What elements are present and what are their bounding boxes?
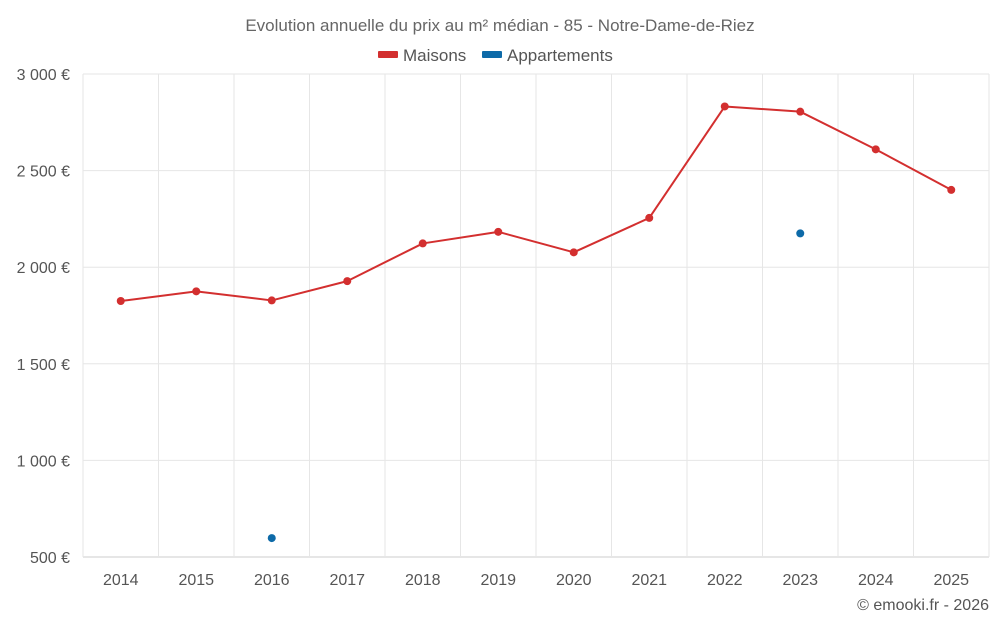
series-layer xyxy=(116,102,956,543)
y-axis-ticks: 500 € 1 000 € 1 500 € 2 000 € 2 500 € 3 000 € xyxy=(17,67,70,567)
data-point-maisons-2018[interactable] xyxy=(418,239,427,248)
data-point-maisons-2015[interactable] xyxy=(192,287,201,296)
chart-title: Evolution annuelle du prix au m² médian … xyxy=(245,16,754,35)
x-tick-label: 2016 xyxy=(254,572,290,589)
x-tick-label: 2021 xyxy=(631,572,667,589)
x-tick-label: 2015 xyxy=(178,572,214,589)
y-tick-label: 1 500 € xyxy=(17,357,70,374)
x-tick-label: 2020 xyxy=(556,572,592,589)
x-axis-ticks: 2014 2015 2016 2017 2018 2019 2020 2021 2022 2023… xyxy=(103,572,969,589)
data-point-maisons-2016[interactable] xyxy=(267,296,276,305)
x-tick-label: 2025 xyxy=(933,572,969,589)
x-tick-label: 2018 xyxy=(405,572,441,589)
data-point-maisons-2014[interactable] xyxy=(116,297,125,306)
grid xyxy=(82,73,990,558)
y-tick-label: 2 500 € xyxy=(17,164,70,181)
x-tick-label: 2023 xyxy=(782,572,818,589)
data-point-maisons-2022[interactable] xyxy=(720,102,729,111)
x-tick-label: 2024 xyxy=(858,572,894,589)
x-tick-label: 2019 xyxy=(480,572,516,589)
credit: © emooki.fr - 2026 xyxy=(857,597,989,614)
series-line-maisons xyxy=(120,105,952,303)
data-point-maisons-2023[interactable] xyxy=(796,107,805,116)
data-point-maisons-2017[interactable] xyxy=(343,277,352,286)
data-point-maisons-2025[interactable] xyxy=(947,185,956,194)
y-tick-label: 1 000 € xyxy=(17,453,70,470)
data-point-maisons-2020[interactable] xyxy=(569,248,578,257)
data-point-maisons-2024[interactable] xyxy=(871,145,880,154)
legend[interactable]: Maisons Appartements xyxy=(378,46,613,65)
data-point-maisons-2021[interactable] xyxy=(645,213,654,222)
data-point-appartements-2016[interactable] xyxy=(267,534,276,543)
y-tick-label: 3 000 € xyxy=(17,67,70,84)
legend-swatch-maisons xyxy=(378,51,398,58)
legend-label-maisons[interactable]: Maisons xyxy=(403,46,466,65)
legend-swatch-appartements xyxy=(482,51,502,58)
legend-label-appartements[interactable]: Appartements xyxy=(507,46,613,65)
data-point-appartements-2023[interactable] xyxy=(796,229,805,238)
x-tick-label: 2014 xyxy=(103,572,139,589)
data-point-maisons-2019[interactable] xyxy=(494,227,503,236)
x-tick-label: 2017 xyxy=(329,572,365,589)
x-tick-label: 2022 xyxy=(707,572,743,589)
y-tick-label: 2 000 € xyxy=(17,260,70,277)
y-tick-label: 500 € xyxy=(30,550,70,567)
